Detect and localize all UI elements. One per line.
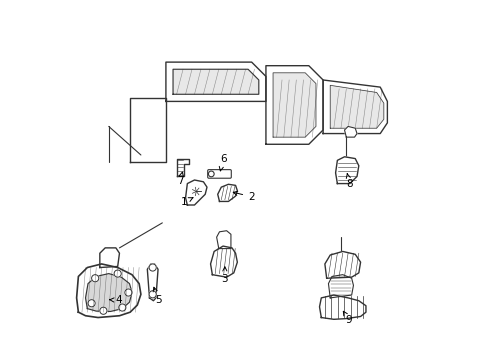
Polygon shape: [319, 295, 365, 319]
Text: 8: 8: [346, 174, 352, 189]
Text: 2: 2: [233, 191, 254, 202]
Polygon shape: [324, 251, 360, 278]
Circle shape: [119, 304, 125, 311]
Text: 5: 5: [153, 287, 161, 305]
Text: 6: 6: [219, 154, 226, 171]
Polygon shape: [77, 264, 141, 318]
Circle shape: [91, 275, 99, 282]
Circle shape: [149, 264, 156, 271]
Circle shape: [149, 291, 156, 298]
Polygon shape: [216, 231, 230, 249]
Polygon shape: [217, 184, 237, 202]
Text: 4: 4: [109, 295, 122, 305]
Polygon shape: [335, 157, 358, 184]
Polygon shape: [130, 98, 165, 162]
Text: 7: 7: [177, 172, 183, 185]
Polygon shape: [185, 180, 206, 205]
Polygon shape: [165, 62, 265, 102]
Polygon shape: [85, 274, 132, 311]
Polygon shape: [344, 126, 356, 137]
Circle shape: [100, 307, 107, 314]
Circle shape: [124, 289, 132, 296]
Polygon shape: [323, 80, 386, 134]
Polygon shape: [328, 275, 353, 298]
Polygon shape: [210, 246, 237, 277]
Text: 3: 3: [221, 267, 228, 284]
Polygon shape: [147, 264, 158, 301]
Circle shape: [114, 270, 121, 277]
Polygon shape: [272, 73, 315, 137]
Circle shape: [88, 300, 95, 307]
Text: 1: 1: [181, 197, 193, 207]
Text: 9: 9: [343, 311, 351, 325]
Polygon shape: [329, 85, 383, 128]
Polygon shape: [265, 66, 323, 144]
FancyBboxPatch shape: [207, 170, 231, 178]
Polygon shape: [100, 248, 119, 267]
Polygon shape: [176, 158, 189, 176]
Polygon shape: [173, 69, 258, 94]
